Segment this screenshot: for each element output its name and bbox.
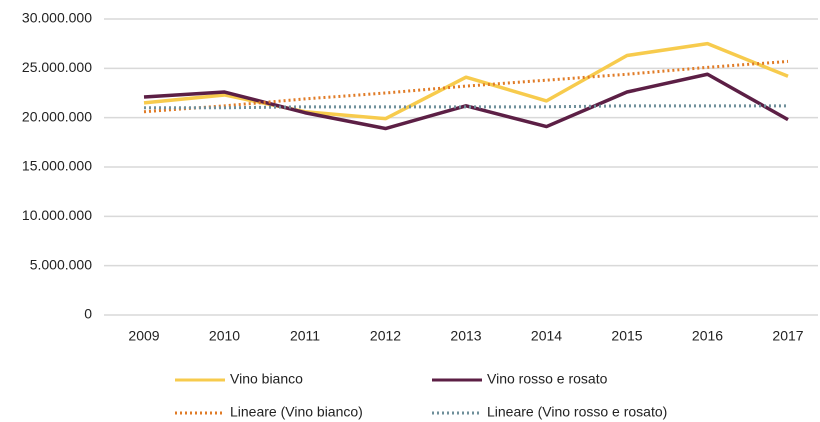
x-tick-label: 2010 — [209, 328, 240, 344]
x-tick-label: 2014 — [531, 328, 562, 344]
y-tick-label: 15.000.000 — [22, 158, 92, 174]
x-tick-label: 2016 — [692, 328, 723, 344]
y-tick-label: 10.000.000 — [22, 207, 92, 223]
series-line — [143, 72, 789, 131]
legend-label: Lineare (Vino bianco) — [230, 404, 363, 420]
y-tick-label: 0 — [84, 306, 92, 322]
legend-label: Vino rosso e rosato — [487, 371, 608, 387]
y-tick-label: 30.000.000 — [22, 10, 92, 26]
legend-label: Vino bianco — [230, 371, 303, 387]
trend-line — [144, 104, 788, 110]
legend-label: Lineare (Vino rosso e rosato) — [487, 404, 667, 420]
y-tick-label: 25.000.000 — [22, 59, 92, 75]
y-tick-label: 5.000.000 — [30, 256, 92, 272]
x-tick-label: 2009 — [128, 328, 159, 344]
x-tick-label: 2011 — [290, 328, 320, 344]
x-tick-label: 2013 — [450, 328, 481, 344]
x-tick-label: 2017 — [772, 328, 803, 344]
y-tick-label: 20.000.000 — [22, 108, 92, 124]
x-tick-label: 2015 — [611, 328, 642, 344]
x-tick-label: 2012 — [370, 328, 401, 344]
